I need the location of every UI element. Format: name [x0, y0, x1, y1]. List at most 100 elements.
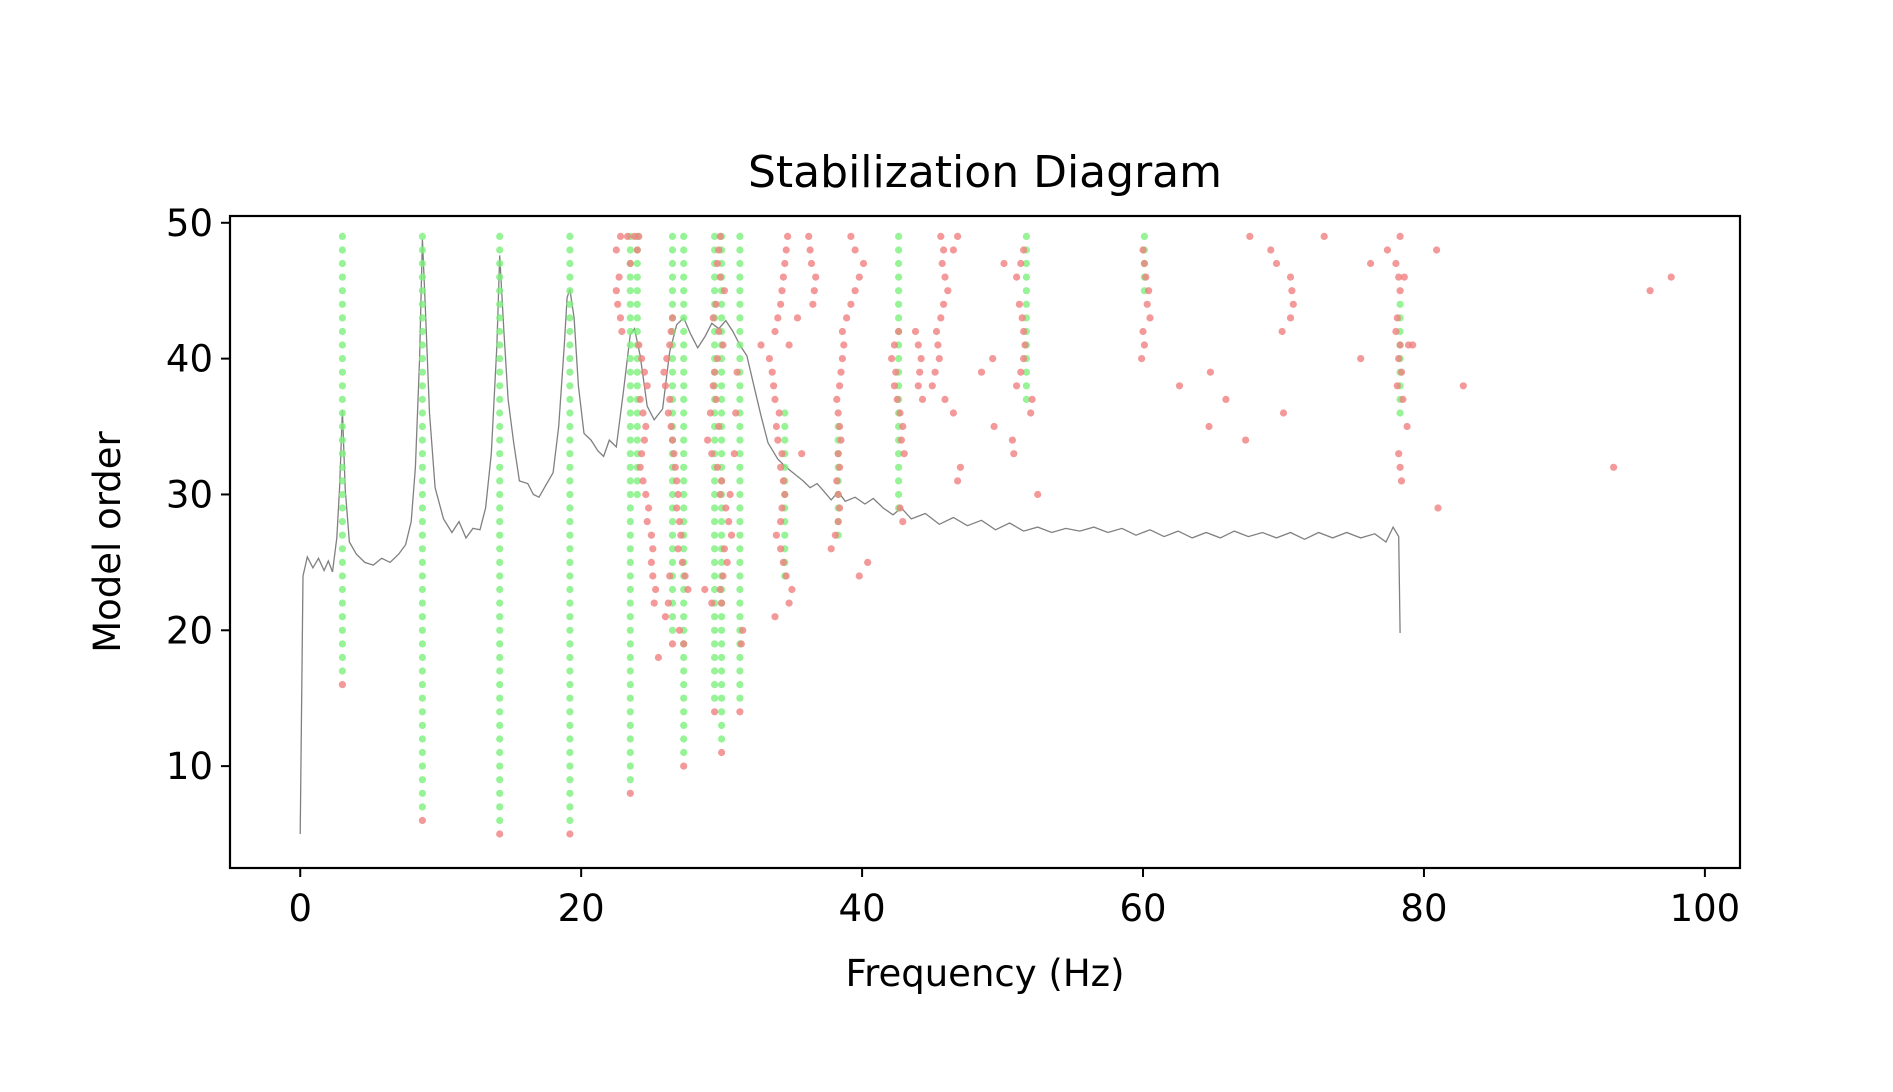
unstable-pole-point	[1400, 273, 1408, 281]
unstable-pole-point	[711, 368, 719, 376]
stable-pole-point	[736, 395, 744, 403]
stable-pole-point	[718, 626, 726, 634]
stable-pole-point	[626, 382, 634, 390]
stable-pole-point	[566, 341, 574, 349]
unstable-pole-point	[635, 341, 643, 349]
unstable-pole-point	[771, 395, 779, 403]
unstable-pole-point	[711, 708, 719, 716]
stable-pole-point	[418, 653, 426, 662]
stable-pole-point	[680, 287, 688, 295]
unstable-pole-point	[647, 531, 656, 539]
unstable-pole-point	[1028, 395, 1036, 403]
unstable-pole-point	[888, 355, 896, 363]
stable-pole-point	[338, 259, 346, 268]
unstable-pole-point	[636, 395, 644, 403]
unstable-pole-point	[1017, 368, 1025, 376]
stable-pole-point	[418, 504, 426, 512]
stable-pole-point	[895, 463, 903, 471]
unstable-pole-point	[678, 558, 686, 567]
stable-pole-point	[711, 436, 719, 444]
unstable-pole-point	[1395, 355, 1403, 363]
unstable-pole-point	[708, 450, 716, 458]
unstable-pole-point	[928, 382, 936, 390]
unstable-pole-point	[1000, 259, 1008, 268]
stable-pole-point	[626, 681, 634, 689]
stable-pole-point	[736, 300, 744, 308]
unstable-pole-point	[772, 422, 781, 431]
stable-pole-point	[668, 613, 677, 621]
stable-pole-point	[626, 653, 634, 662]
unstable-pole-point	[847, 300, 855, 308]
stable-pole-point	[680, 450, 688, 458]
stable-pole-point	[418, 748, 426, 757]
unstable-pole-point	[779, 558, 788, 567]
stable-pole-point	[680, 721, 688, 730]
stable-pole-point	[338, 518, 346, 526]
stable-pole-point	[736, 463, 744, 471]
stable-pole-point	[418, 572, 426, 580]
stable-pole-point	[633, 368, 641, 376]
stable-pole-point	[626, 626, 634, 634]
unstable-pole-point	[680, 762, 688, 770]
stable-pole-point	[1396, 300, 1404, 308]
unstable-pole-point	[664, 599, 672, 607]
stable-pole-point	[418, 803, 426, 811]
stable-pole-point	[680, 748, 688, 757]
unstable-pole-point	[640, 436, 649, 444]
stable-pole-point	[566, 490, 574, 499]
unstable-pole-point	[712, 300, 720, 308]
stable-pole-point	[496, 518, 504, 526]
stable-pole-point	[496, 735, 504, 743]
unstable-pole-point	[723, 558, 731, 567]
unstable-pole-point	[719, 572, 727, 580]
stable-pole-point	[566, 409, 574, 417]
stable-pole-point	[566, 599, 574, 607]
stable-pole-point	[711, 518, 719, 526]
stable-pole-point	[711, 572, 719, 580]
stable-pole-point	[418, 681, 426, 689]
unstable-pole-point	[716, 273, 724, 281]
stable-pole-point	[668, 490, 677, 499]
stable-pole-point	[680, 463, 688, 471]
stable-pole-point	[736, 287, 744, 295]
stable-pole-point	[338, 545, 346, 553]
unstable-pole-point	[1433, 246, 1441, 254]
unstable-pole-point	[716, 232, 724, 240]
stable-pole-point	[418, 613, 426, 621]
unstable-pole-point	[1008, 436, 1017, 444]
stable-pole-point	[496, 599, 504, 607]
stable-pole-point	[781, 422, 789, 431]
unstable-pole-point	[668, 436, 677, 444]
stable-pole-point	[566, 653, 574, 662]
stable-pole-point	[626, 287, 634, 295]
stable-pole-point	[338, 422, 346, 431]
stable-pole-point	[626, 436, 634, 444]
unstable-pole-point	[664, 409, 672, 417]
unstable-pole-point	[768, 368, 776, 376]
stable-pole-point	[626, 613, 634, 621]
stable-pole-point	[711, 341, 719, 349]
unstable-pole-point	[1034, 490, 1042, 499]
stable-pole-point	[668, 259, 677, 268]
unstable-pole-point	[1610, 463, 1618, 471]
stable-pole-point	[566, 436, 574, 444]
unstable-pole-point	[778, 504, 786, 512]
stable-pole-point	[718, 653, 726, 662]
stable-pole-point	[626, 518, 634, 526]
y-tick-label: 50	[166, 202, 213, 245]
stable-pole-point	[668, 531, 677, 539]
stable-pole-point	[338, 436, 346, 444]
stable-pole-point	[338, 287, 346, 295]
unstable-pole-point	[941, 273, 949, 281]
stable-pole-point	[680, 436, 688, 444]
unstable-pole-point	[660, 368, 668, 376]
unstable-pole-point	[836, 504, 844, 512]
stable-pole-point	[680, 490, 688, 499]
unstable-pole-point	[977, 368, 986, 376]
stable-pole-point	[338, 585, 346, 594]
stable-pole-point	[626, 708, 634, 716]
unstable-pole-point	[1017, 259, 1025, 268]
stable-pole-point	[566, 232, 574, 240]
unstable-pole-point	[944, 287, 952, 295]
unstable-pole-point	[1396, 463, 1404, 471]
